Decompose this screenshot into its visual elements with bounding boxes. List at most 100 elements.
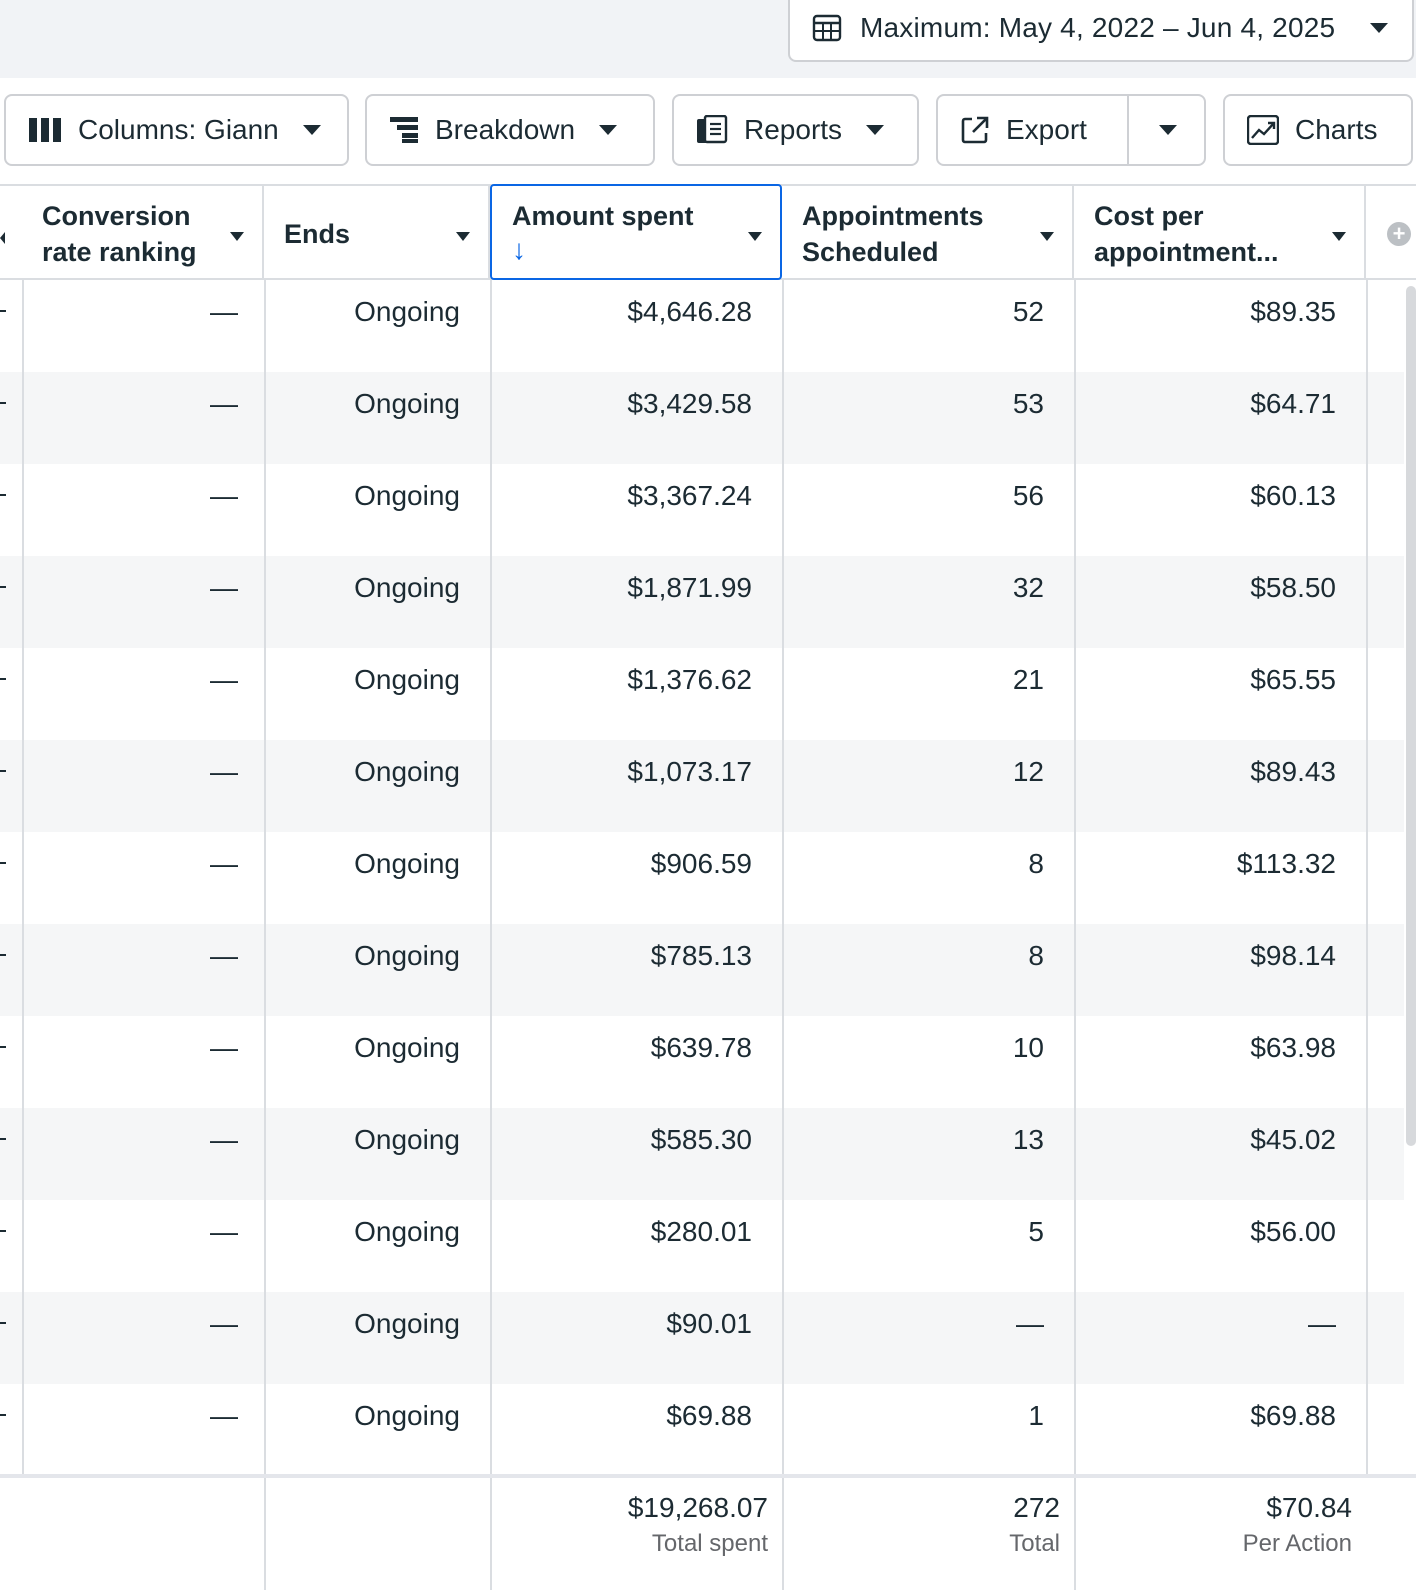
table-row[interactable]: — Ongoing $785.13 8 $98.14	[0, 924, 1404, 1016]
columns-button[interactable]: Columns: Giann	[4, 94, 349, 166]
cell-ends: Ongoing	[354, 572, 460, 603]
table-row[interactable]: — Ongoing $906.59 8 $113.32	[0, 832, 1404, 924]
column-divider	[1366, 280, 1368, 1474]
table-row[interactable]: — Ongoing $4,646.28 52 $89.35	[0, 280, 1404, 372]
partial-cell-dash	[0, 402, 6, 404]
total-amount-spent: $19,268.07 Total spent	[628, 1492, 768, 1558]
chevron-down-icon	[1370, 23, 1388, 33]
cell-cost-per-appointment: $89.35	[1250, 296, 1336, 327]
charts-button[interactable]: Charts	[1223, 94, 1413, 166]
columns-icon	[29, 118, 61, 142]
add-column-icon[interactable]: +	[1387, 222, 1411, 246]
table-row[interactable]: — Ongoing $3,367.24 56 $60.13	[0, 464, 1404, 556]
export-button[interactable]: Export	[936, 94, 1206, 166]
cell-amount-spent: $280.01	[650, 1216, 752, 1247]
breakdown-button[interactable]: Breakdown	[365, 94, 655, 166]
cell-cost-per-appointment: $58.50	[1250, 572, 1336, 603]
cell-amount-spent: $4,646.28	[627, 296, 752, 327]
top-bar: Maximum: May 4, 2022 – Jun 4, 2025	[0, 0, 1416, 78]
partial-cell-dash	[0, 678, 6, 680]
cell-ends: Ongoing	[354, 848, 460, 879]
total-value: $19,268.07	[627, 1492, 768, 1523]
chevron-down-icon[interactable]	[748, 232, 762, 241]
cell-amount-spent: $90.01	[666, 1308, 752, 1339]
chevron-down-icon	[302, 125, 321, 135]
header-label: Amount spent	[512, 201, 694, 231]
cell-appointments-scheduled: 53	[1012, 388, 1044, 419]
cell-conversion-rate-ranking: —	[210, 1216, 238, 1247]
cell-cost-per-appointment: $56.00	[1250, 1216, 1336, 1247]
cell-cost-per-appointment: —	[1308, 1308, 1336, 1339]
table-row[interactable]: — Ongoing $1,073.17 12 $89.43	[0, 740, 1404, 832]
cell-cost-per-appointment: $65.55	[1250, 664, 1336, 695]
header-cost-per-appointment[interactable]: Cost per appointment...	[1074, 186, 1366, 280]
cell-cost-per-appointment: $63.98	[1250, 1032, 1336, 1063]
export-divider	[1127, 94, 1129, 166]
cell-conversion-rate-ranking: —	[210, 572, 238, 603]
header-appointments-scheduled[interactable]: Appointments Scheduled	[782, 186, 1074, 280]
header-label: rate ranking	[42, 237, 197, 267]
cell-amount-spent: $785.13	[650, 940, 752, 971]
chevron-down-icon[interactable]	[230, 232, 244, 241]
cell-conversion-rate-ranking: —	[210, 388, 238, 419]
total-label: Total	[1009, 1530, 1060, 1557]
cell-appointments-scheduled: 8	[1028, 848, 1044, 879]
export-icon	[961, 116, 989, 144]
column-divider	[264, 280, 266, 1586]
header-label: Scheduled	[802, 237, 939, 267]
cell-appointments-scheduled: 56	[1012, 480, 1044, 511]
cell-conversion-rate-ranking: —	[210, 1032, 238, 1063]
partial-cell-dash	[0, 1414, 6, 1416]
cell-cost-per-appointment: $98.14	[1250, 940, 1336, 971]
cell-ends: Ongoing	[354, 480, 460, 511]
total-cost-per-action: $70.84 Per Action	[1243, 1492, 1352, 1558]
cell-ends: Ongoing	[354, 296, 460, 327]
cell-ends: Ongoing	[354, 1124, 460, 1155]
header-conversion-rate-ranking[interactable]: Conversion rate ranking	[22, 186, 264, 280]
charts-label: Charts	[1295, 114, 1378, 145]
cell-conversion-rate-ranking: —	[210, 940, 238, 971]
date-range-button[interactable]: Maximum: May 4, 2022 – Jun 4, 2025	[788, 0, 1414, 62]
table-row[interactable]: — Ongoing $639.78 10 $63.98	[0, 1016, 1404, 1108]
header-label: appointment...	[1094, 237, 1279, 267]
table-row[interactable]: — Ongoing $1,871.99 32 $58.50	[0, 556, 1404, 648]
chevron-down-icon[interactable]	[1040, 232, 1054, 241]
reports-button[interactable]: Reports	[672, 94, 919, 166]
cell-cost-per-appointment: $64.71	[1250, 388, 1336, 419]
header-ends[interactable]: Ends	[264, 186, 490, 280]
partial-cell-dash	[0, 1230, 6, 1232]
header-left-partial	[0, 232, 5, 244]
chevron-down-icon[interactable]	[456, 232, 470, 241]
header-amount-spent[interactable]: Amount spent ↓	[490, 184, 782, 280]
cell-amount-spent: $1,376.62	[627, 664, 752, 695]
cell-amount-spent: $1,073.17	[627, 756, 752, 787]
cell-ends: Ongoing	[354, 1216, 460, 1247]
cell-conversion-rate-ranking: —	[210, 756, 238, 787]
partial-cell-dash	[0, 770, 6, 772]
partial-cell-dash	[0, 1322, 6, 1324]
column-divider	[490, 280, 492, 1586]
table-row[interactable]: — Ongoing $585.30 13 $45.02	[0, 1108, 1404, 1200]
export-dropdown-button[interactable]	[1130, 94, 1206, 166]
table-row[interactable]: — Ongoing $280.01 5 $56.00	[0, 1200, 1404, 1292]
partial-cell-dash	[0, 586, 6, 588]
partial-cell-dash	[0, 954, 6, 956]
chevron-down-icon[interactable]	[1332, 232, 1346, 241]
total-value: $70.84	[1266, 1492, 1352, 1523]
vertical-scrollbar[interactable]	[1406, 286, 1416, 1146]
chevron-down-icon	[1159, 125, 1177, 135]
cell-amount-spent: $3,367.24	[627, 480, 752, 511]
column-divider	[1074, 1478, 1076, 1590]
table-row[interactable]: — Ongoing $1,376.62 21 $65.55	[0, 648, 1404, 740]
breakdown-icon	[390, 117, 418, 143]
table-row[interactable]: — Ongoing $3,429.58 53 $64.71	[0, 372, 1404, 464]
cell-cost-per-appointment: $89.43	[1250, 756, 1336, 787]
total-label: Total spent	[651, 1530, 768, 1557]
sort-descending-icon: ↓	[512, 234, 526, 265]
table-row[interactable]: — Ongoing $69.88 1 $69.88	[0, 1384, 1404, 1476]
cell-conversion-rate-ranking: —	[210, 1308, 238, 1339]
cell-conversion-rate-ranking: —	[210, 1400, 238, 1431]
table-row[interactable]: — Ongoing $90.01 — —	[0, 1292, 1404, 1384]
cell-cost-per-appointment: $69.88	[1250, 1400, 1336, 1431]
cell-appointments-scheduled: —	[1016, 1308, 1044, 1339]
